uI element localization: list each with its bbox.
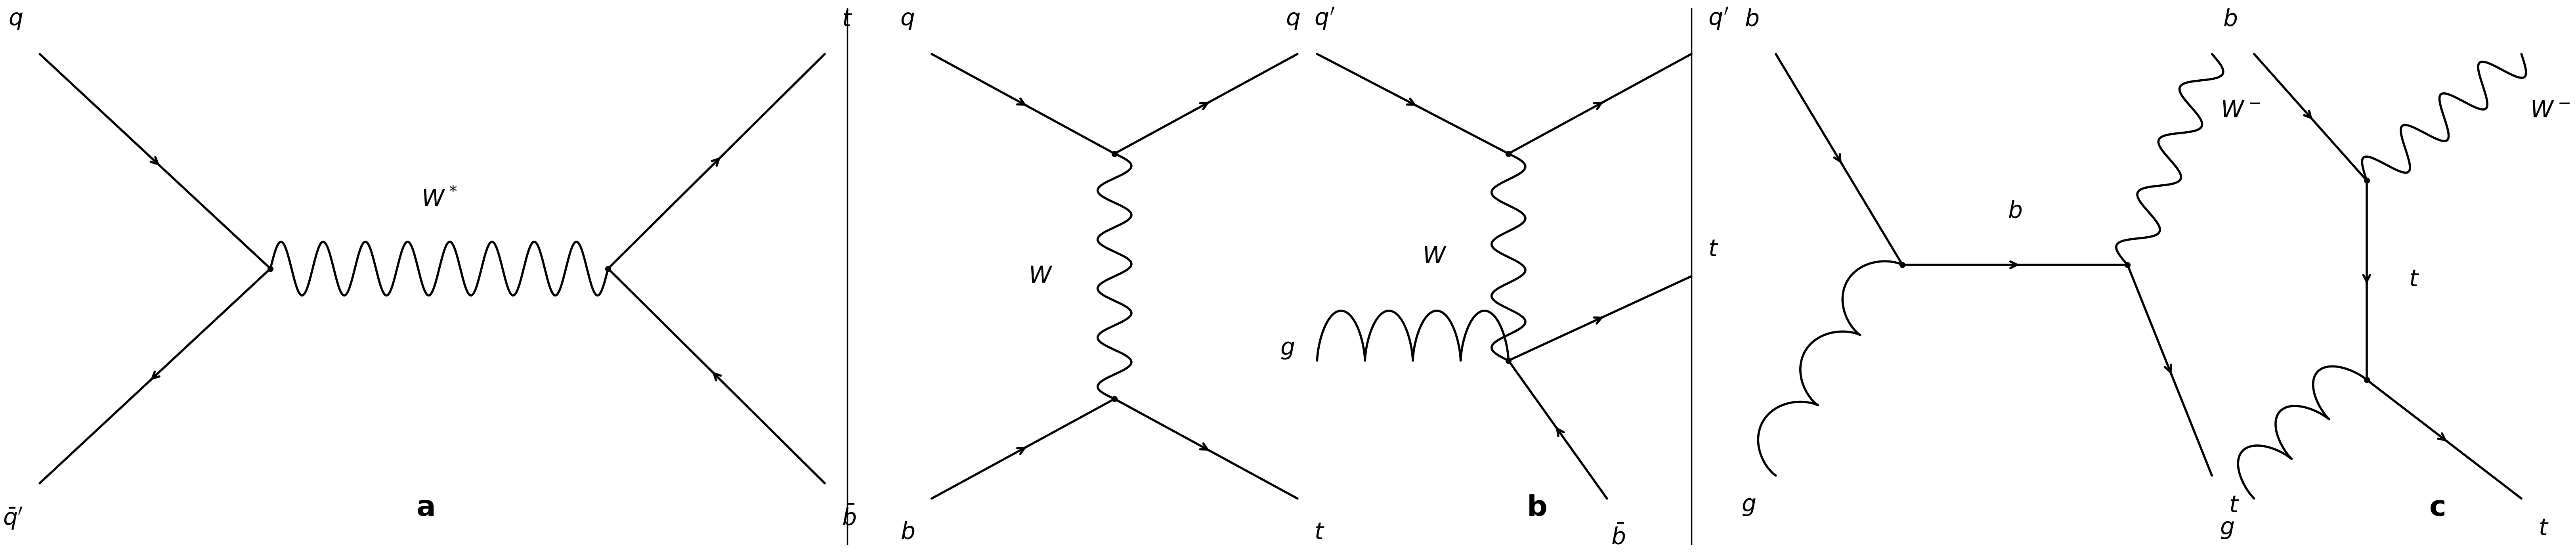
Text: $t$: $t$ [2537,518,2548,540]
Text: $b$: $b$ [2007,200,2022,223]
Text: $b$: $b$ [2223,8,2236,31]
Text: $q^{\prime}$: $q^{\prime}$ [1708,6,1728,31]
Text: $W^-$: $W^-$ [2530,100,2571,122]
Text: $\bar{b}$: $\bar{b}$ [842,506,855,530]
Text: $t$: $t$ [1708,239,1718,261]
Text: $q^{\prime}$: $q^{\prime}$ [1314,6,1334,31]
Text: $q$: $q$ [8,8,23,31]
Text: $b$: $b$ [1744,8,1759,31]
Text: $\bar{b}$: $\bar{b}$ [1610,526,1625,549]
Text: $q$: $q$ [899,8,914,31]
Text: $\mathbf{c}$: $\mathbf{c}$ [2429,493,2445,522]
Text: $\bar{q}^{\prime}$: $\bar{q}^{\prime}$ [3,506,23,531]
Text: $t$: $t$ [2228,495,2239,517]
Text: $g$: $g$ [1280,338,1296,360]
Text: $b$: $b$ [902,522,914,544]
Text: $g$: $g$ [1741,495,1757,517]
Text: $t$: $t$ [842,8,853,31]
Text: $\mathbf{b}$: $\mathbf{b}$ [1528,493,1546,522]
Text: $W$: $W$ [1028,265,1054,287]
Text: $q$: $q$ [1285,8,1301,31]
Text: $\mathbf{a}$: $\mathbf{a}$ [417,493,435,522]
Text: $t$: $t$ [2409,269,2419,291]
Text: $W^-$: $W^-$ [2221,100,2262,122]
Text: $W^*$: $W^*$ [422,188,459,211]
Text: $t$: $t$ [1314,522,1324,544]
Text: $g$: $g$ [2221,518,2233,540]
Text: $W$: $W$ [1422,246,1448,268]
